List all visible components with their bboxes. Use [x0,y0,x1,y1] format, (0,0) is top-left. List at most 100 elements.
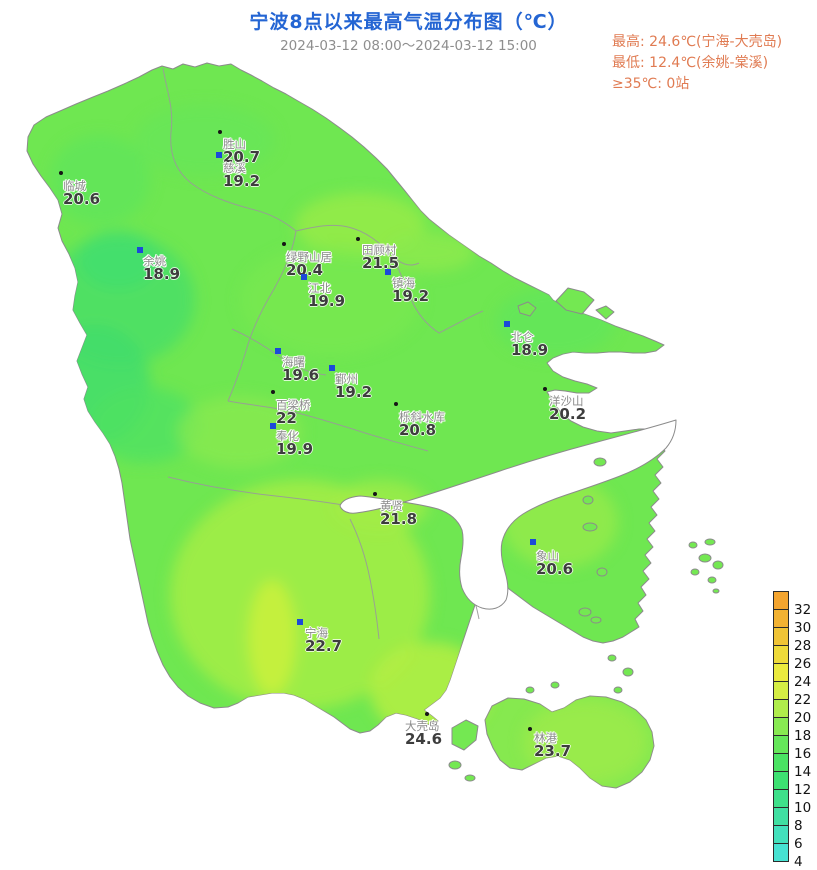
station-marker-dot [356,237,360,241]
station-label: 大壳岛 24.6 [405,719,443,748]
station-name: 洋沙山 [549,394,584,408]
station-marker-square [504,321,510,327]
station-marker-dot [425,712,429,716]
station-marker-dot [59,171,63,175]
station-label: 江北 19.9 [308,281,346,310]
station-name: 栎斜水库 [399,410,445,424]
time-range-subtitle: 2024-03-12 08:00～2024-03-12 15:00 [280,38,537,54]
station-temperature-value: 19.2 [392,287,430,305]
station-name: 林港 [534,731,557,745]
station-label: 鄞州 19.2 [335,372,372,399]
station-name: 余姚 [143,254,166,268]
station-temperature-value: 19.6 [282,366,320,384]
station-label: 栎斜水库 20.8 [399,410,445,439]
station-temperature-value: 20.7 [223,148,261,166]
legend-tick-label: 8 [794,818,803,834]
legend-color-cell [773,735,789,754]
legend-tick-label: 6 [794,836,803,852]
legend-tick-label: 28 [794,638,812,654]
station-name: 海曙 [282,355,305,369]
page-title: 宁波8点以来最高气温分布图（℃） [249,11,568,33]
small-islands [448,287,724,782]
station-name: 象山 [536,549,559,563]
station-marker-square [216,152,222,158]
station-temperature-value: 21.5 [362,254,400,272]
station-label: 林港 23.7 [534,731,572,760]
station-label: 海曙 19.6 [282,355,320,384]
station-marker-dot [394,402,398,406]
station-name: 绿野山居 [286,250,332,264]
station-name: 江北 [308,281,331,295]
extremes-panel: 最高: 24.6℃(宁海-大壳岛) 最低: 12.4℃(余姚-棠溪) ≥35℃:… [612,32,782,95]
station-marker-square [270,423,276,429]
legend-tick-label: 14 [794,764,812,780]
station-temperature-value: 20.2 [549,405,587,423]
legend-color-cell [773,843,789,862]
station-label: 绿野山居 20.4 [286,250,332,279]
legend-tick-label: 32 [794,602,812,618]
district-borders [162,67,484,640]
legend-color-cell [773,609,789,628]
station-marker-dot [282,242,286,246]
station-marker-square [297,619,303,625]
station-label: 奉化 19.9 [276,429,314,458]
legend-tick-label: 24 [794,674,812,690]
station-label: 田顾村 21.5 [362,243,400,272]
station-name: 镇海 [392,276,415,290]
station-temperature-value: 19.9 [308,292,346,310]
station-name: 大壳岛 [405,719,440,733]
min-temp-line: 最低: 12.4℃(余姚-棠溪) [612,55,769,71]
station-label: 余姚 18.9 [143,254,180,281]
station-label: 临城 20.6 [63,179,100,206]
station-name: 百梁桥 [276,398,311,412]
station-label: 宁海 22.7 [305,626,343,655]
legend-tick-label: 10 [794,800,812,816]
station-temperature-value: 20.8 [399,421,437,439]
station-name: 黄贤 [380,499,403,513]
station-label: 洋沙山 20.2 [549,394,587,423]
legend-color-cell [773,627,789,646]
station-marker-square [301,274,307,280]
legend-color-cell [773,591,789,610]
station-marker-square [385,269,391,275]
legend-tick-label: 12 [794,782,812,798]
station-name: 宁海 [305,626,328,640]
legend-bar [773,591,789,862]
station-name: 临城 [63,179,86,193]
station-temperature-value: 22.7 [305,637,343,655]
legend-tick-label: 20 [794,710,812,726]
legend-tick-label: 4 [794,854,803,870]
station-temperature-value: 23.7 [534,742,572,760]
legend-tick-label: 16 [794,746,812,762]
station-temperature-value: 19.9 [276,440,314,458]
legend-color-cell [773,771,789,790]
xiangshan-bay-inlet [339,419,677,610]
legend-color-cell [773,645,789,664]
legend-color-cell [773,699,789,718]
station-label: 百梁桥 22 [276,398,311,427]
legend-color-cell [773,789,789,808]
station-marker-square [275,348,281,354]
station-label: 镇海 19.2 [392,276,430,305]
ge35-count-line: ≥35℃: 0站 [612,76,690,92]
station-temperature-value: 24.6 [405,730,443,748]
station-name: 鄞州 [335,372,358,386]
station-name: 奉化 [276,429,299,443]
legend-tick-label: 30 [794,620,812,636]
station-name: 慈溪 [223,161,246,175]
station-name: 胜山 [223,137,246,151]
station-temperature-value: 20.6 [536,560,574,578]
station-name: 田顾村 [362,243,397,257]
station-temperature-value: 20.4 [286,261,324,279]
legend-color-cell [773,681,789,700]
legend-tick-label: 18 [794,728,812,744]
station-label: 胜山 20.7 [223,137,261,166]
station-temperature-value: 22 [276,409,297,427]
station-marker-square [530,539,536,545]
station-marker-dot [528,727,532,731]
station-temperature-value: 21.8 [380,510,418,528]
station-temperature-value: 19.2 [223,172,261,190]
